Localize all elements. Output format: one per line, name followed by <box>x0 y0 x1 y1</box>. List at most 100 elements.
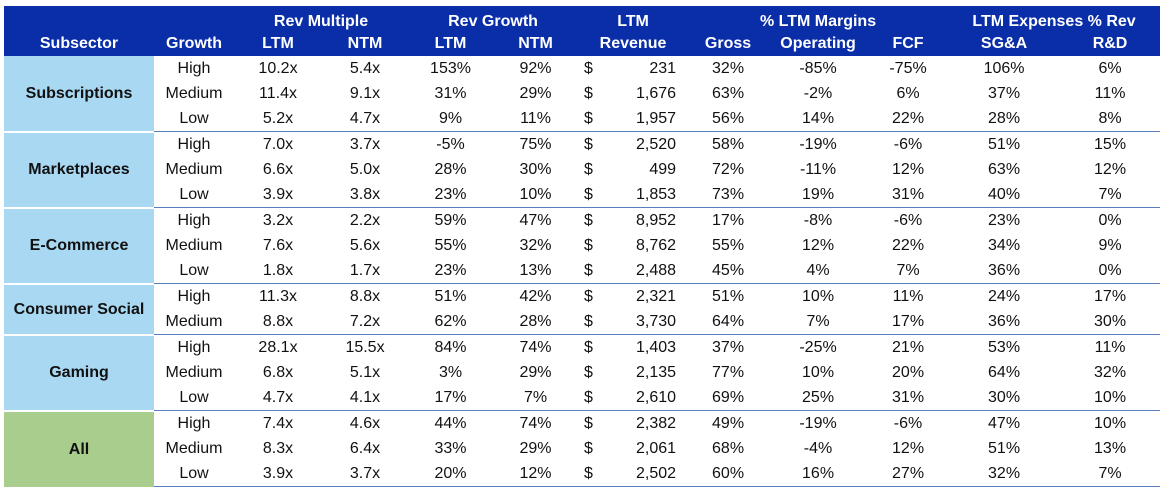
header-rm-ltm: LTM <box>234 31 322 56</box>
growth-cell: Low <box>154 182 234 208</box>
subsector-cell: Marketplaces <box>4 131 154 209</box>
currency-symbol: $ <box>584 339 593 356</box>
rm-ntm-cell: 4.1x <box>322 385 409 411</box>
rm-ntm-cell: 8.8x <box>349 288 381 305</box>
subsector-cell: All <box>4 410 154 487</box>
revenue-value: 2,610 <box>635 389 677 406</box>
rg-ltm-cell: 31% <box>434 85 467 102</box>
rd-cell: 12% <box>1094 161 1127 178</box>
operating-cell: -2% <box>803 85 833 102</box>
rm-ltm-cell: 3.9x <box>234 182 322 208</box>
revenue-cell: $1,957 <box>578 106 689 132</box>
table-row: Marketplaces High 7.0x 3.7x -5% 75% $2,520 58% -… <box>4 131 1160 209</box>
currency-symbol: $ <box>584 85 593 102</box>
growth-cell: High <box>177 60 211 77</box>
rm-ltm-cell: 3.2x <box>262 212 294 229</box>
revenue-cell: $2,610 <box>578 385 689 411</box>
rg-ltm-cell: 9% <box>408 106 494 132</box>
header-ltm-margins: % LTM Margins <box>688 6 949 31</box>
rd-cell: 11% <box>1094 339 1126 356</box>
table-row: Gaming High 28.1x 15.5x 84% 74% $1,403 37% -25% 2… <box>4 334 1160 412</box>
gross-cell: 69% <box>688 385 769 411</box>
revenue-cell: $1,676 <box>578 81 688 106</box>
revenue-cell: $1,403 <box>578 335 688 361</box>
revenue-value: 2,321 <box>635 288 677 305</box>
revenue-value: 3,730 <box>635 313 677 330</box>
operating-cell: 16% <box>768 461 869 487</box>
header-rev-multiple: Rev Multiple <box>234 6 409 31</box>
sga-cell: 106% <box>983 60 1025 77</box>
rm-ltm-cell: 7.0x <box>262 136 294 153</box>
currency-symbol: $ <box>584 364 593 381</box>
growth-cell: High <box>177 415 211 432</box>
rg-ntm-cell: 74% <box>519 415 552 432</box>
table-row: Medium 8.8x 7.2x 62% 28% $3,730 64% 7% 17% 36% 30% <box>4 309 1161 335</box>
rm-ntm-cell: 7.2x <box>322 309 409 335</box>
gross-cell: 63% <box>712 85 745 102</box>
rm-ltm-cell: 11.3x <box>259 288 297 305</box>
header-gross: Gross <box>688 31 769 56</box>
rg-ltm-cell: 62% <box>408 309 494 335</box>
operating-cell: -19% <box>799 136 837 153</box>
header-rg-ntm: NTM <box>493 31 579 56</box>
growth-cell: High <box>177 288 211 305</box>
fcf-cell: 21% <box>892 339 925 356</box>
gross-cell: 37% <box>712 339 745 356</box>
rm-ltm-cell: 8.8x <box>234 309 322 335</box>
rm-ntm-cell: 3.8x <box>322 182 409 208</box>
fcf-cell: -75% <box>889 60 927 77</box>
rm-ltm-cell: 6.6x <box>262 161 294 178</box>
gross-cell: 55% <box>712 237 745 254</box>
fcf-cell: 6% <box>896 85 920 102</box>
revenue-cell: $2,061 <box>578 436 688 461</box>
revenue-value: 1,853 <box>635 186 677 203</box>
rm-ltm-cell: 1.8x <box>234 258 322 284</box>
header-sga: SG&A <box>948 31 1061 56</box>
gross-cell: 32% <box>712 60 745 77</box>
fcf-cell: 22% <box>892 237 925 254</box>
sga-cell: 51% <box>988 440 1021 457</box>
growth-cell: Medium <box>154 309 234 335</box>
sga-cell: 24% <box>988 288 1021 305</box>
revenue-value: 499 <box>649 161 677 178</box>
gross-cell: 64% <box>688 309 769 335</box>
header-ltm-top: LTM <box>578 6 689 31</box>
revenue-cell: $2,488 <box>578 258 689 284</box>
growth-cell: Medium <box>165 85 223 102</box>
operating-cell: 14% <box>768 106 869 132</box>
table-row: Medium 6.6x 5.0x 28% 30% $499 72% -11% 12% 63% 12% <box>4 157 1160 182</box>
growth-cell: Low <box>154 461 234 487</box>
table-row: Medium 8.3x 6.4x 33% 29% $2,061 68% -4% 12% 51% 13… <box>4 436 1160 461</box>
rm-ntm-cell: 5.1x <box>349 364 381 381</box>
rg-ntm-cell: 11% <box>493 106 579 132</box>
rg-ntm-cell: 29% <box>519 364 552 381</box>
revenue-value: 1,403 <box>635 339 677 356</box>
sga-cell: 30% <box>948 385 1061 411</box>
fcf-cell: 22% <box>868 106 949 132</box>
operating-cell: -11% <box>799 161 837 178</box>
fcf-cell: 11% <box>892 288 924 305</box>
rm-ntm-cell: 3.7x <box>349 136 381 153</box>
rg-ntm-cell: 29% <box>519 440 552 457</box>
operating-cell: -25% <box>799 339 837 356</box>
revenue-value: 1,957 <box>635 110 677 127</box>
header-fcf: FCF <box>868 31 949 56</box>
currency-symbol: $ <box>584 110 593 127</box>
rd-cell: 10% <box>1060 385 1161 411</box>
subsector-cell: Consumer Social <box>4 283 154 336</box>
growth-cell: Medium <box>165 364 223 381</box>
table-row: Low 3.9x 3.8x 23% 10% $1,853 73% 19% 31% 40% 7% <box>4 182 1161 208</box>
sga-cell: 53% <box>988 339 1021 356</box>
growth-cell: High <box>177 339 211 356</box>
rm-ntm-cell: 4.6x <box>349 415 381 432</box>
operating-cell: -8% <box>803 212 833 229</box>
fcf-cell: 31% <box>868 182 949 208</box>
header-column-row: Subsector Growth LTM NTM LTM NTM Revenue… <box>4 31 1161 56</box>
rm-ntm-cell: 3.7x <box>322 461 409 487</box>
rd-cell: 8% <box>1060 106 1161 132</box>
revenue-value: 2,061 <box>635 440 677 457</box>
header-revenue: Revenue <box>578 31 689 56</box>
rg-ltm-cell: -5% <box>436 136 465 153</box>
rd-cell: 30% <box>1060 309 1161 335</box>
table-row: Subscriptions High 10.2x 5.4x 153% 92% $231 32%… <box>4 56 1160 133</box>
